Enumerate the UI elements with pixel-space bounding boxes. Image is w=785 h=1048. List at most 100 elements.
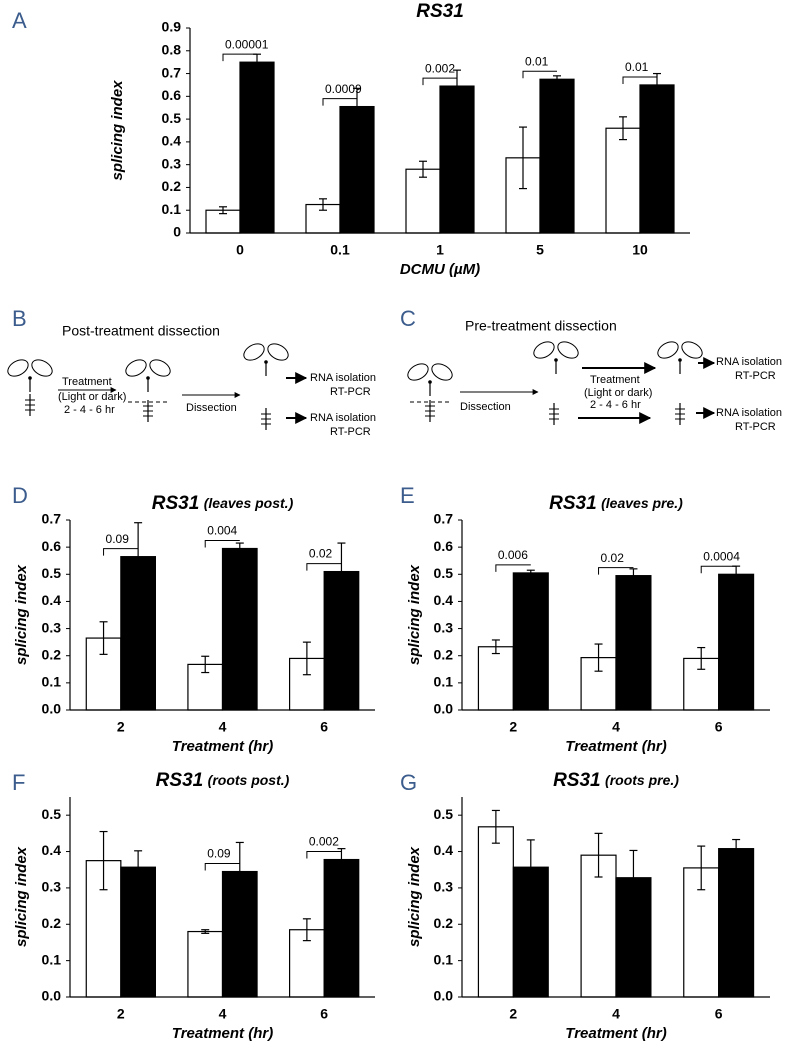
- y-axis-label: splicing index: [406, 846, 423, 947]
- label: RNA isolation: [310, 412, 376, 424]
- label: Treatment: [62, 376, 112, 388]
- y-tick-label: 0.0: [434, 701, 454, 717]
- bar: [221, 547, 258, 711]
- label: (Light or dark): [58, 391, 126, 403]
- bracket: [495, 564, 531, 572]
- diagram-title: Pre-treatment dissection: [465, 318, 617, 334]
- y-tick-label: 0.7: [162, 64, 182, 80]
- shoot: [654, 337, 706, 375]
- subtitle: (leaves pre.): [601, 495, 683, 511]
- x-tick-label: 6: [715, 1006, 723, 1022]
- x-tick-label: 2: [509, 1006, 517, 1022]
- bracket: [306, 563, 342, 571]
- y-tick-label: 0.0: [434, 988, 454, 1004]
- panel-letter: G: [400, 770, 417, 795]
- label: Treatment: [590, 374, 640, 386]
- y-tick-label: 0.4: [42, 592, 62, 608]
- bracket: [306, 851, 342, 859]
- bar: [339, 105, 375, 234]
- label: Dissection: [186, 402, 237, 414]
- plant: [404, 359, 456, 423]
- y-tick-label: 0.3: [162, 155, 182, 171]
- y-tick-label: 0.1: [434, 674, 454, 690]
- bracket: [222, 53, 257, 62]
- diagram-title: Post-treatment dissection: [62, 323, 220, 339]
- label: RT-PCR: [735, 421, 776, 433]
- chart-title: RS31 (leaves post.): [152, 493, 294, 514]
- y-tick-label: 0.7: [42, 511, 62, 527]
- x-tick-label: 0: [236, 242, 244, 258]
- x-tick-label: 6: [320, 719, 328, 735]
- bar: [477, 646, 514, 711]
- x-tick-label: 2: [509, 719, 517, 735]
- p-value: 0.0004: [703, 549, 740, 563]
- y-tick-label: 0.9: [162, 19, 182, 35]
- root: [260, 407, 272, 431]
- subtitle: (leaves post.): [204, 495, 294, 511]
- x-tick-label: 4: [219, 1006, 227, 1022]
- p-value: 0.006: [498, 548, 528, 562]
- plant: [4, 355, 56, 417]
- y-tick-label: 0.5: [42, 565, 62, 581]
- y-tick-label: 0.3: [42, 619, 62, 635]
- x-axis-label: Treatment (hr): [172, 1025, 273, 1042]
- x-tick-label: 4: [219, 719, 227, 735]
- y-tick-label: 0.3: [434, 879, 454, 895]
- panel-letter: C: [400, 306, 416, 331]
- label: RT-PCR: [330, 426, 371, 438]
- x-tick-label: 0.1: [330, 242, 350, 258]
- x-axis-label: DCMU (µM): [400, 261, 480, 278]
- bracket: [204, 540, 240, 548]
- y-tick-label: 0.4: [434, 592, 454, 608]
- p-value: 0.00001: [225, 37, 269, 51]
- y-tick-label: 0.1: [42, 674, 62, 690]
- y-tick-label: 0.2: [162, 178, 182, 194]
- bracket: [700, 565, 737, 574]
- bar: [187, 930, 224, 998]
- y-tick-label: 0.0: [42, 701, 62, 717]
- x-tick-label: 2: [117, 1006, 125, 1022]
- bar: [439, 85, 475, 234]
- p-value: 0.004: [207, 524, 237, 538]
- y-tick-label: 0.5: [42, 806, 62, 822]
- panel-letter: E: [400, 483, 415, 508]
- y-tick-label: 0.5: [434, 565, 454, 581]
- y-tick-label: 0.4: [42, 842, 62, 858]
- shoot: [530, 337, 582, 375]
- x-tick-label: 5: [536, 242, 544, 258]
- y-tick-label: 0.2: [434, 915, 454, 931]
- x-tick-label: 6: [715, 719, 723, 735]
- bar: [580, 854, 617, 998]
- bar: [615, 575, 652, 711]
- y-axis-label: splicing index: [13, 846, 30, 947]
- bar: [405, 168, 441, 234]
- bracket: [598, 567, 634, 575]
- panel-letter: A: [12, 8, 27, 33]
- bar: [239, 61, 275, 234]
- chart-title: RS31 (roots pre.): [553, 770, 679, 791]
- bar: [187, 663, 224, 711]
- y-tick-label: 0.3: [434, 619, 454, 635]
- bar: [539, 78, 575, 234]
- y-tick-label: 0.3: [42, 879, 62, 895]
- y-axis-label: splicing index: [406, 564, 423, 665]
- p-value: 0.02: [309, 547, 333, 561]
- subtitle: (roots pre.): [605, 772, 679, 788]
- y-tick-label: 0.6: [434, 538, 454, 554]
- label: 2 - 4 - 6 hr: [64, 404, 115, 416]
- panel-letter: D: [12, 483, 28, 508]
- x-tick-label: 4: [612, 1006, 620, 1022]
- chart-title: RS31: [416, 1, 464, 22]
- bracket: [422, 77, 457, 86]
- bar: [120, 866, 157, 998]
- bracket: [103, 548, 139, 556]
- x-axis-label: Treatment (hr): [565, 1025, 666, 1042]
- y-axis-label: splicing index: [13, 564, 30, 665]
- subtitle: (roots post.): [208, 772, 290, 788]
- bar: [639, 84, 675, 234]
- label: 2 - 4 - 6 hr: [590, 399, 641, 411]
- y-axis-label: splicing index: [109, 80, 126, 181]
- y-tick-label: 0.1: [162, 201, 182, 217]
- plant: [122, 355, 174, 423]
